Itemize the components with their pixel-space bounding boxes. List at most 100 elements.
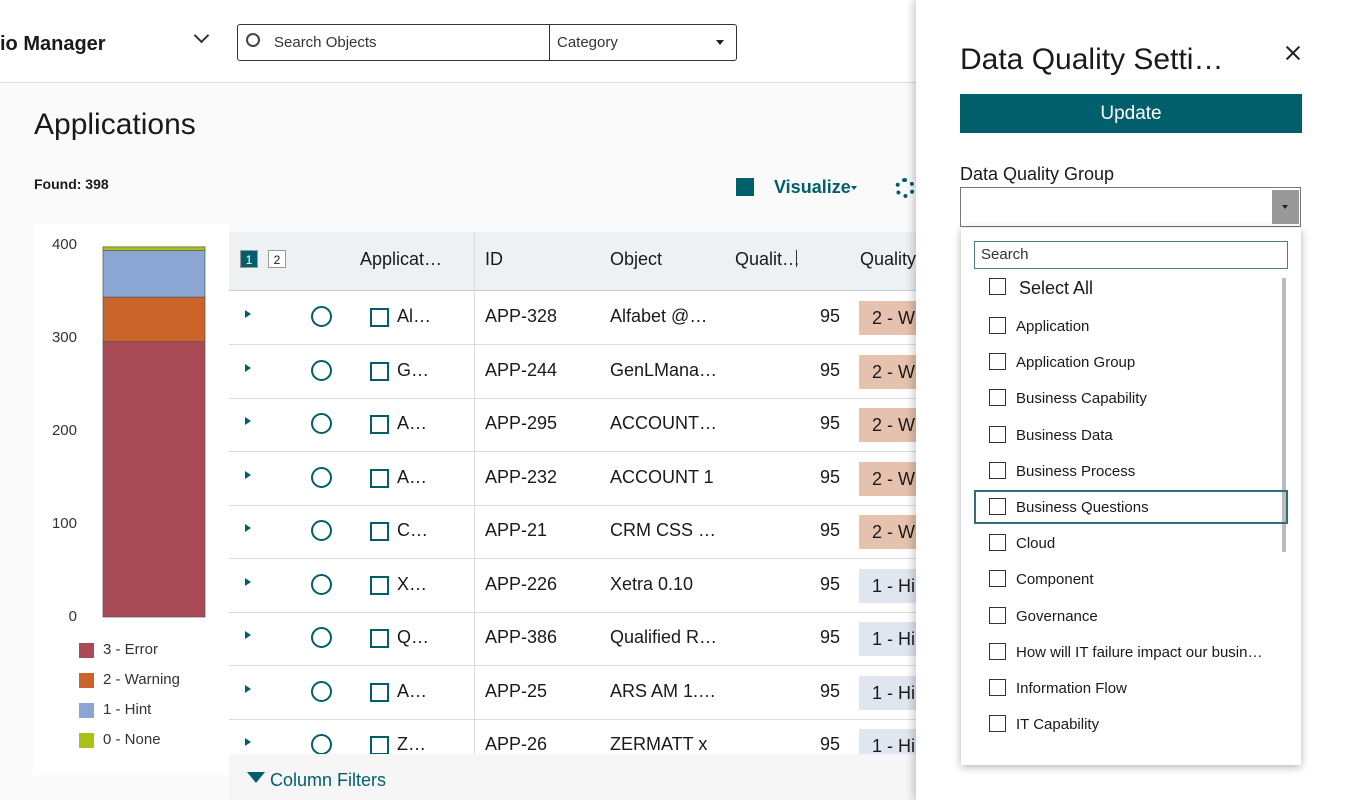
- app-icon: [370, 522, 389, 541]
- cell-object: ACCOUNT 1: [610, 467, 714, 488]
- checkbox[interactable]: [989, 570, 1006, 587]
- visualize-icon[interactable]: [736, 178, 754, 196]
- category-select[interactable]: Category: [557, 34, 618, 51]
- cell-quality: 1 - Hi: [872, 629, 915, 650]
- checkbox[interactable]: [989, 607, 1006, 624]
- row-line: [229, 665, 916, 666]
- expand-caret[interactable]: [245, 685, 255, 693]
- cell-quality: 2 - W: [872, 308, 915, 329]
- checkbox[interactable]: [989, 317, 1006, 334]
- quality-badge: 1 - Hi: [859, 676, 916, 710]
- checkbox[interactable]: [989, 498, 1006, 515]
- cell-name[interactable]: A…: [397, 467, 427, 488]
- option-label[interactable]: Governance: [1016, 608, 1098, 625]
- legend-label: 0 - None: [103, 731, 161, 748]
- expand-caret[interactable]: [245, 631, 255, 639]
- column-header[interactable]: Applicat…: [360, 249, 442, 270]
- row-line: [229, 719, 916, 720]
- table-header: [229, 232, 916, 291]
- checkbox[interactable]: [989, 715, 1006, 732]
- expand-caret[interactable]: [245, 738, 255, 746]
- option-label[interactable]: Application Group: [1016, 354, 1135, 371]
- option-label[interactable]: IT Capability: [1016, 716, 1099, 733]
- expand-caret[interactable]: [245, 524, 255, 532]
- option-label[interactable]: Information Flow: [1016, 680, 1127, 697]
- row-line: [229, 612, 916, 613]
- cell-name[interactable]: A…: [397, 413, 427, 434]
- page-button[interactable]: 2: [268, 250, 286, 268]
- visualize-button[interactable]: Visualize: [774, 177, 851, 198]
- row-line: [229, 344, 916, 345]
- cell-name[interactable]: A…: [397, 681, 427, 702]
- select-all[interactable]: Select All: [1019, 278, 1093, 299]
- bar-segment: [103, 342, 205, 617]
- play-icon[interactable]: [311, 467, 332, 488]
- cell-score: 95: [790, 413, 840, 434]
- search-box[interactable]: Search ObjectsCategory: [237, 24, 737, 61]
- column-header[interactable]: ID: [485, 249, 503, 270]
- checkbox[interactable]: [989, 353, 1006, 370]
- expand-caret[interactable]: [245, 471, 255, 479]
- cell-score: 95: [790, 627, 840, 648]
- cell-name[interactable]: X…: [397, 574, 427, 595]
- option-label[interactable]: Business Process: [1016, 463, 1135, 480]
- play-icon[interactable]: [311, 520, 332, 541]
- play-icon[interactable]: [311, 360, 332, 381]
- option-label[interactable]: Business Capability: [1016, 390, 1147, 407]
- cell-name[interactable]: G…: [397, 360, 429, 381]
- checkbox[interactable]: [989, 534, 1006, 551]
- column-filters[interactable]: Column Filters: [270, 770, 386, 791]
- quality-badge: 1 - Hi: [859, 622, 916, 656]
- option-label[interactable]: Component: [1016, 571, 1094, 588]
- cell-name[interactable]: C…: [397, 520, 428, 541]
- option-label[interactable]: How will IT failure impact our busin…: [1016, 644, 1262, 661]
- legend-swatch: [79, 673, 94, 688]
- cell-quality: 2 - W: [872, 415, 915, 436]
- cell-score: 95: [790, 734, 840, 755]
- page-title: Applications: [34, 108, 196, 142]
- cell-score: 95: [790, 681, 840, 702]
- cell-object: ARS AM 1.…: [610, 681, 716, 702]
- checkbox[interactable]: [989, 389, 1006, 406]
- y-tick-label: 400: [52, 236, 77, 253]
- checkbox[interactable]: [989, 462, 1006, 479]
- play-icon[interactable]: [311, 734, 332, 755]
- quality-badge: 2 - W: [859, 408, 916, 442]
- app-icon: [370, 362, 389, 381]
- option-label[interactable]: Cloud: [1016, 535, 1055, 552]
- expand-caret[interactable]: [245, 310, 255, 318]
- page-button[interactable]: 1: [240, 250, 258, 268]
- checkbox[interactable]: [989, 679, 1006, 696]
- cell-name[interactable]: Z…: [397, 734, 426, 755]
- option-label[interactable]: Application: [1016, 318, 1089, 335]
- cell-quality: 2 - W: [872, 522, 915, 543]
- play-icon[interactable]: [311, 413, 332, 434]
- checkbox[interactable]: [989, 278, 1006, 295]
- option-label[interactable]: Business Data: [1016, 427, 1113, 444]
- play-icon[interactable]: [311, 306, 332, 327]
- caret: [716, 40, 724, 49]
- column-header[interactable]: Object: [610, 249, 662, 270]
- option-label[interactable]: Business Questions: [1016, 499, 1149, 516]
- play-icon[interactable]: [311, 574, 332, 595]
- expand-caret[interactable]: [245, 578, 255, 586]
- checkbox[interactable]: [989, 426, 1006, 443]
- cell-name[interactable]: Q…: [397, 627, 429, 648]
- expand-caret[interactable]: [245, 364, 255, 372]
- app-icon: [370, 469, 389, 488]
- play-icon[interactable]: [311, 681, 332, 702]
- cell-name[interactable]: Al…: [397, 306, 431, 327]
- settings-icon[interactable]: [895, 178, 915, 198]
- legend-swatch: [79, 733, 94, 748]
- quality-badge: 2 - W: [859, 301, 916, 335]
- checkbox[interactable]: [989, 643, 1006, 660]
- play-icon[interactable]: [311, 627, 332, 648]
- y-tick-label: 300: [52, 329, 77, 346]
- expand-caret[interactable]: [245, 417, 255, 425]
- app-icon: [370, 415, 389, 434]
- column-header[interactable]: Quality: [860, 249, 916, 270]
- update-button[interactable]: Update: [960, 94, 1302, 133]
- column-header[interactable]: Qualit…: [735, 249, 800, 270]
- cell-object: CRM CSS …: [610, 520, 716, 541]
- group-select[interactable]: [960, 187, 1301, 227]
